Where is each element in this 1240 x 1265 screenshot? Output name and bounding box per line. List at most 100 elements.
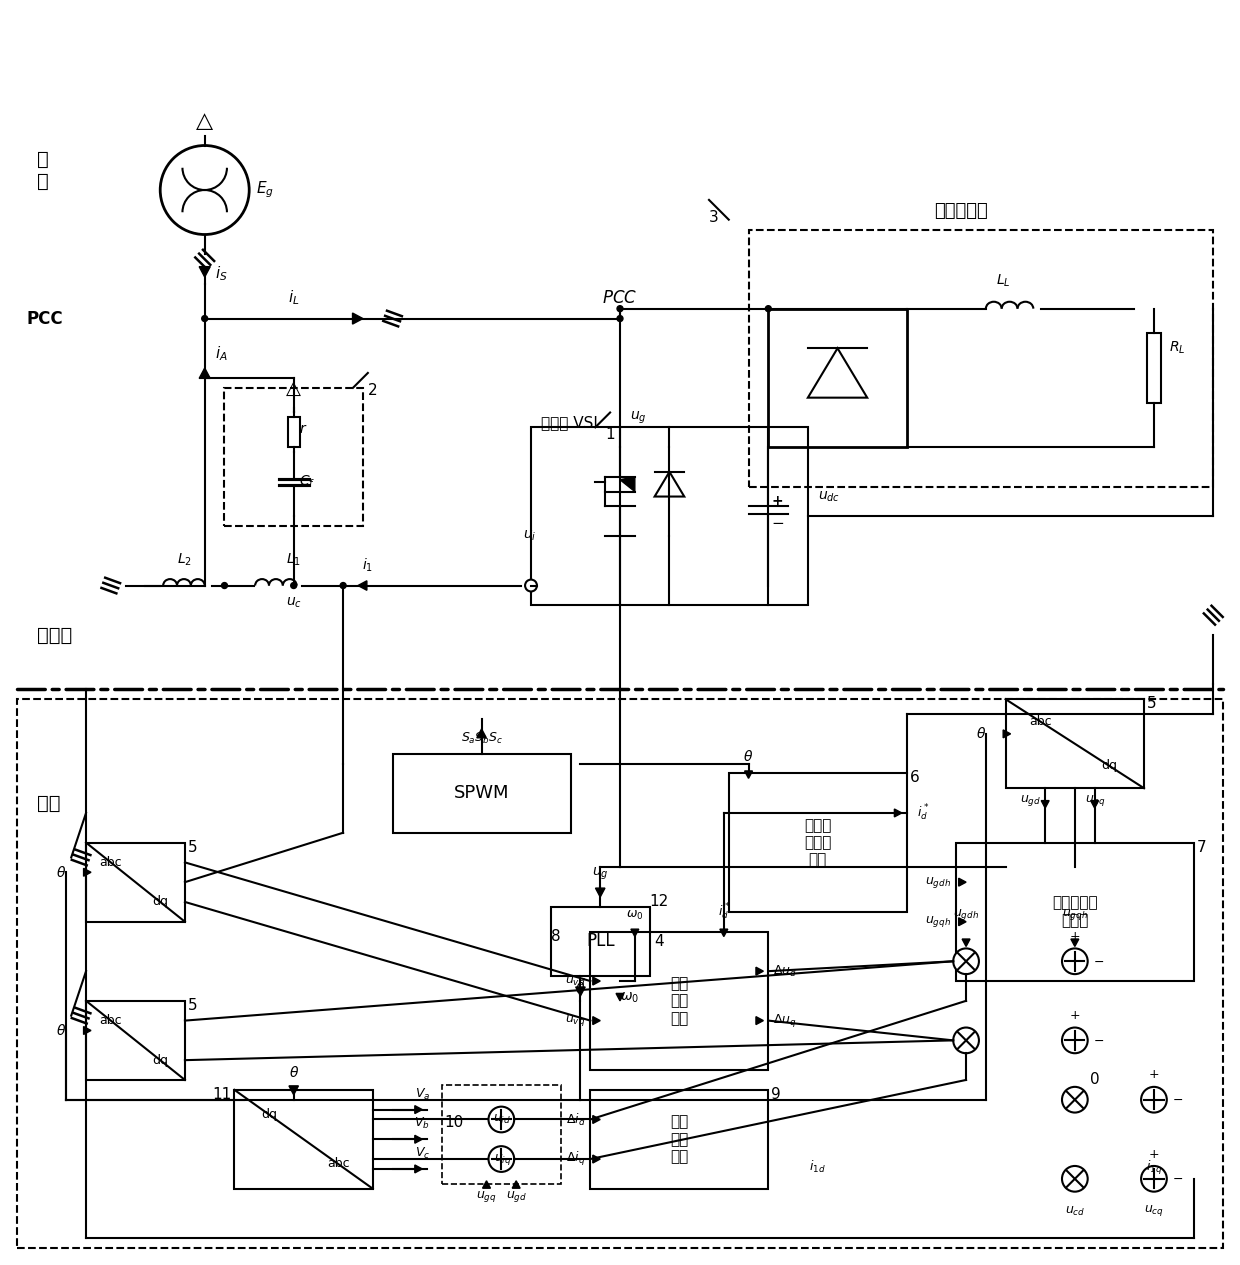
Polygon shape	[83, 868, 91, 877]
Text: $u_{gq}$: $u_{gq}$	[1085, 793, 1105, 808]
Text: $u_{iq}$: $u_{iq}$	[494, 1151, 511, 1166]
Bar	[288, 417, 300, 447]
Text: $\Delta u_q$: $\Delta u_q$	[774, 1012, 797, 1030]
Polygon shape	[894, 810, 901, 817]
Bar	[1006, 700, 1145, 788]
Text: $i_{1d}$: $i_{1d}$	[810, 1159, 826, 1175]
Polygon shape	[575, 987, 585, 996]
Text: 4: 4	[655, 934, 665, 949]
Text: $i_S$: $i_S$	[215, 264, 227, 283]
Text: +: +	[771, 495, 782, 509]
Text: 3: 3	[709, 210, 719, 225]
Text: $i_d^*$: $i_d^*$	[916, 803, 929, 824]
Text: abc: abc	[1029, 715, 1052, 727]
Text: dq: dq	[153, 1054, 169, 1066]
Text: +: +	[1148, 1069, 1159, 1082]
Text: $i_d^*$: $i_d^*$	[718, 902, 730, 922]
Text: dq: dq	[153, 896, 169, 908]
Polygon shape	[959, 878, 966, 886]
Circle shape	[1061, 1087, 1087, 1112]
Circle shape	[489, 1107, 515, 1132]
Text: 电
网: 电 网	[37, 149, 48, 191]
Polygon shape	[720, 929, 728, 936]
Bar	[531, 428, 808, 606]
Circle shape	[954, 949, 978, 974]
Text: $u_{vq}$: $u_{vq}$	[565, 1013, 585, 1028]
Text: abc: abc	[99, 856, 122, 869]
Text: $u_g$: $u_g$	[630, 410, 646, 425]
Text: $E_g$: $E_g$	[257, 180, 274, 200]
Text: $u_{gdh}$: $u_{gdh}$	[954, 907, 980, 922]
Polygon shape	[358, 581, 367, 591]
Bar	[551, 907, 650, 977]
Polygon shape	[83, 1026, 91, 1035]
Bar	[224, 388, 363, 526]
Polygon shape	[756, 1017, 764, 1025]
Polygon shape	[200, 267, 211, 277]
Circle shape	[1061, 1027, 1087, 1054]
Text: $V_a$: $V_a$	[414, 1087, 430, 1102]
Text: 7: 7	[1197, 840, 1207, 855]
Text: $\theta$: $\theta$	[56, 1023, 66, 1039]
Text: $\Delta i_d$: $\Delta i_d$	[565, 1112, 585, 1127]
Text: 主电路: 主电路	[37, 625, 72, 644]
Text: $V_c$: $V_c$	[414, 1146, 430, 1161]
Polygon shape	[593, 1155, 600, 1163]
Text: 9: 9	[771, 1087, 781, 1102]
Bar	[86, 842, 185, 922]
Polygon shape	[595, 888, 605, 897]
Polygon shape	[744, 770, 753, 778]
Text: $-$: $-$	[771, 514, 785, 529]
Text: $\omega_0$: $\omega_0$	[620, 990, 639, 1006]
Bar	[749, 229, 1213, 487]
Text: $u_c$: $u_c$	[285, 596, 301, 610]
Polygon shape	[352, 312, 363, 324]
Text: $\Delta i_q$: $\Delta i_q$	[567, 1150, 585, 1168]
Polygon shape	[616, 993, 624, 1001]
Text: $\theta$: $\theta$	[56, 865, 66, 879]
Bar	[1147, 334, 1162, 402]
Bar	[769, 309, 906, 447]
Polygon shape	[593, 1017, 600, 1025]
Text: $\theta$: $\theta$	[744, 749, 754, 764]
Text: $L_1$: $L_1$	[286, 552, 301, 568]
Bar	[956, 842, 1194, 982]
Text: 10: 10	[444, 1114, 464, 1130]
Text: $C_f$: $C_f$	[299, 473, 315, 490]
Text: +: +	[1070, 1009, 1080, 1022]
Bar	[234, 1090, 373, 1189]
Text: $\Delta u_d$: $\Delta u_d$	[774, 964, 797, 979]
Text: 0: 0	[1090, 1073, 1100, 1088]
Circle shape	[222, 583, 227, 588]
Text: $L_L$: $L_L$	[996, 272, 1011, 288]
Text: 5: 5	[188, 998, 197, 1013]
Text: $S_aS_bS_c$: $S_aS_bS_c$	[460, 731, 502, 746]
Text: 2: 2	[368, 383, 377, 397]
Text: $u_{gqh}$: $u_{gqh}$	[925, 915, 951, 930]
Circle shape	[340, 583, 346, 588]
Polygon shape	[962, 939, 970, 946]
Text: 11: 11	[212, 1087, 232, 1102]
Text: PCC: PCC	[27, 310, 63, 328]
Bar	[729, 773, 906, 912]
Text: 非线性负载: 非线性负载	[934, 201, 988, 220]
Circle shape	[1141, 1166, 1167, 1192]
Polygon shape	[593, 977, 600, 985]
Circle shape	[1061, 1166, 1087, 1192]
Text: $\theta$: $\theta$	[976, 726, 986, 741]
Bar	[590, 931, 769, 1070]
Text: 电压
控制
模块: 电压 控制 模块	[670, 975, 688, 1026]
Text: 控制: 控制	[37, 793, 60, 812]
Circle shape	[489, 1146, 515, 1171]
Text: SPWM: SPWM	[454, 784, 510, 802]
Bar	[393, 754, 570, 832]
Text: abc: abc	[99, 1015, 122, 1027]
Text: $u_{dc}$: $u_{dc}$	[817, 490, 839, 503]
Text: 12: 12	[650, 894, 668, 910]
Polygon shape	[415, 1165, 423, 1173]
Text: 5: 5	[188, 840, 197, 855]
Circle shape	[618, 306, 622, 311]
Text: $-$: $-$	[1092, 955, 1104, 968]
Circle shape	[1061, 949, 1087, 974]
Text: $R_L$: $R_L$	[1169, 340, 1185, 357]
